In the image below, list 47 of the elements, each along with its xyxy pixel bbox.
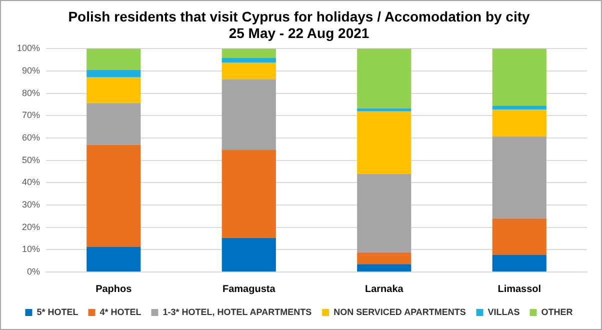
bar bbox=[222, 238, 276, 272]
bar bbox=[86, 103, 141, 145]
bar bbox=[86, 70, 141, 78]
y-tick-label: 0% bbox=[27, 266, 40, 276]
bar bbox=[86, 246, 141, 272]
bar bbox=[222, 48, 276, 58]
bar bbox=[492, 106, 546, 110]
legend-label: NON SERVICED APARTMENTS bbox=[334, 306, 466, 317]
bar bbox=[492, 136, 546, 218]
chart-subtitle: 25 May - 22 Aug 2021 bbox=[228, 25, 370, 42]
x-tick-label: Limassol bbox=[498, 284, 542, 295]
bar bbox=[357, 111, 412, 174]
bar bbox=[357, 252, 412, 264]
bar bbox=[222, 79, 276, 150]
legend-label: 1-3* HOTEL, HOTEL APARTMENTS bbox=[162, 306, 312, 317]
bar bbox=[357, 48, 412, 108]
y-tick-label: 70% bbox=[22, 110, 40, 120]
bar bbox=[357, 174, 412, 252]
y-tick-label: 60% bbox=[22, 132, 40, 142]
y-tick-label: 10% bbox=[22, 244, 40, 254]
bar bbox=[86, 48, 141, 70]
bar bbox=[357, 264, 412, 272]
y-tick-label: 40% bbox=[22, 177, 40, 188]
legend-label: 5* HOTEL bbox=[36, 306, 79, 317]
legend-label: 4* HOTEL bbox=[100, 306, 142, 317]
bar bbox=[86, 144, 141, 247]
bar bbox=[357, 108, 412, 112]
bar bbox=[222, 58, 276, 62]
y-tick-label: 90% bbox=[22, 65, 40, 76]
bar bbox=[492, 255, 546, 272]
x-tick-label: Larnaka bbox=[364, 284, 404, 295]
y-tick-label: 100% bbox=[16, 43, 40, 54]
bar bbox=[492, 218, 546, 256]
bar bbox=[492, 48, 546, 106]
bar bbox=[86, 77, 141, 104]
chart-title: Polish residents that visit Cyprus for holidays / Accomodation by city bbox=[68, 8, 530, 24]
x-tick-label: Paphos bbox=[96, 284, 132, 295]
y-tick-label: 30% bbox=[22, 199, 40, 210]
x-tick-label: Famagusta bbox=[222, 284, 276, 295]
y-tick-label: 80% bbox=[22, 88, 40, 98]
bar bbox=[222, 150, 276, 238]
bar bbox=[222, 62, 276, 80]
y-tick-label: 50% bbox=[22, 154, 40, 165]
y-tick-label: 20% bbox=[22, 222, 40, 232]
legend-label: OTHER bbox=[541, 306, 574, 317]
bar bbox=[492, 110, 546, 136]
legend-label: VILLAS bbox=[488, 306, 520, 317]
